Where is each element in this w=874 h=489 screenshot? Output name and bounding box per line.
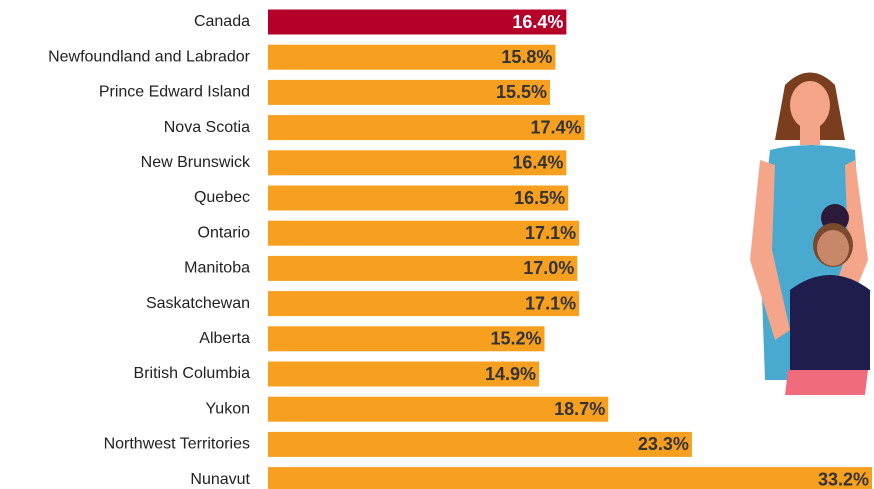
category-label: Northwest Territories: [104, 436, 250, 453]
category-label: Manitoba: [184, 260, 250, 277]
bar: [268, 432, 692, 457]
value-label: 15.5%: [496, 82, 547, 102]
category-label: Nunavut: [190, 471, 250, 488]
value-label: 16.5%: [514, 188, 565, 208]
value-label: 17.4%: [531, 117, 582, 137]
value-label: 14.9%: [485, 364, 536, 384]
value-label: 16.4%: [512, 153, 563, 173]
category-label: Yukon: [206, 400, 250, 417]
category-label: Alberta: [199, 330, 250, 347]
illustration: [750, 73, 870, 396]
value-label: 15.8%: [501, 47, 552, 67]
category-label: Quebec: [194, 189, 250, 206]
category-label: Canada: [194, 13, 250, 30]
category-label: New Brunswick: [141, 154, 251, 171]
category-label: Ontario: [198, 224, 251, 241]
bar: [268, 467, 872, 489]
category-label: Nova Scotia: [164, 119, 250, 136]
chart: Canada 16.4% Newfoundland and Labrador 15.8…: [0, 0, 874, 489]
value-label: 16.4%: [512, 12, 563, 32]
category-label: Newfoundland and Labrador: [48, 48, 251, 65]
value-label: 17.0%: [523, 258, 574, 278]
value-label: 17.1%: [525, 293, 576, 313]
value-label: 18.7%: [554, 399, 605, 419]
category-label: British Columbia: [134, 365, 251, 382]
value-label: 23.3%: [638, 434, 689, 454]
value-label: 15.2%: [490, 329, 541, 349]
value-label: 17.1%: [525, 223, 576, 243]
value-label: 33.2%: [818, 469, 869, 489]
category-label: Prince Edward Island: [99, 84, 250, 101]
category-label: Saskatchewan: [146, 295, 250, 312]
